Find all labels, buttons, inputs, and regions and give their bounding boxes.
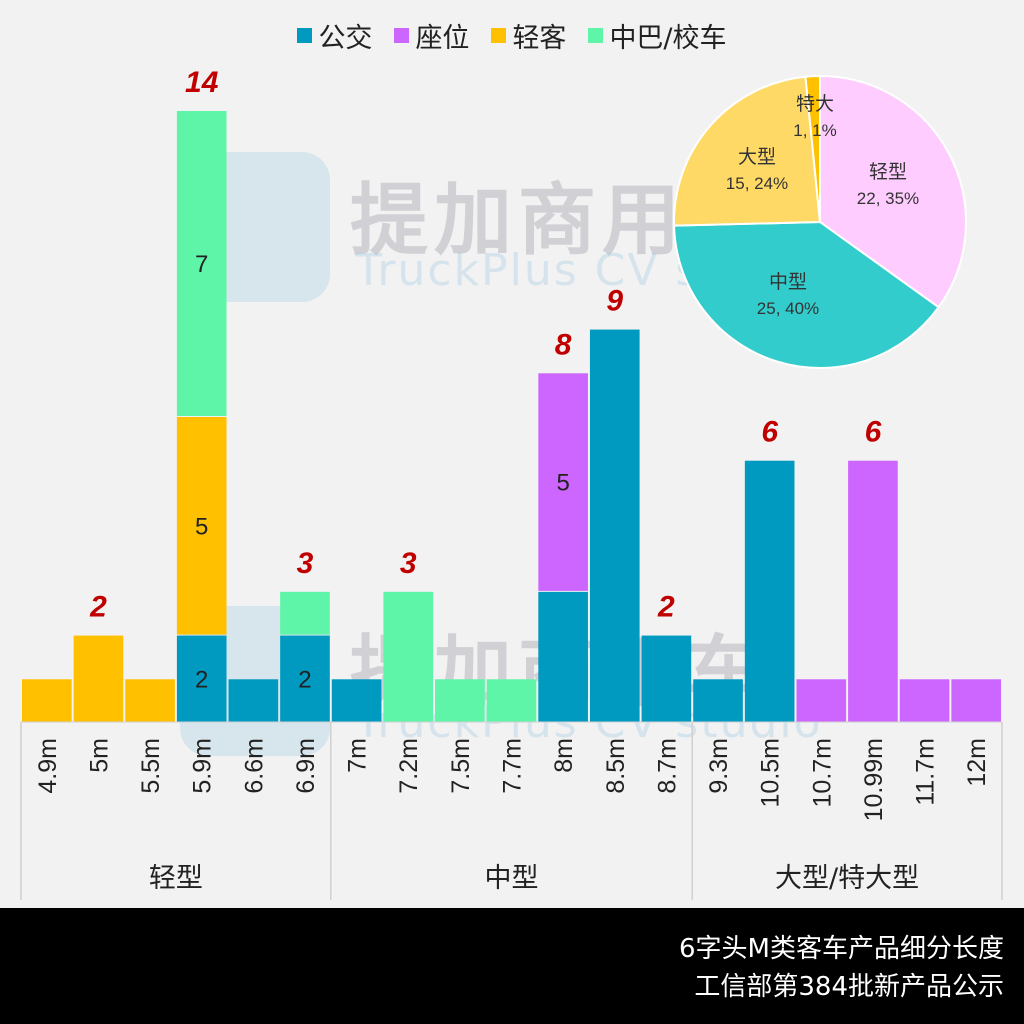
x-tick-label: 11.7m	[912, 738, 940, 806]
legend-swatch	[491, 28, 507, 43]
x-tick-label: 8m	[550, 738, 578, 773]
bar-segment[interactable]	[280, 635, 330, 722]
axis-group-label: 中型	[485, 863, 539, 894]
total-value-label: 2	[89, 591, 107, 624]
bar-segment[interactable]	[486, 679, 537, 722]
bar-segment[interactable]	[538, 591, 588, 722]
legend-swatch	[297, 28, 313, 43]
x-tick-label: 8.7m	[653, 738, 681, 794]
bar-segment[interactable]	[331, 679, 382, 722]
segment-value-label: 2	[195, 666, 208, 693]
pie-slice-label: 中型	[769, 271, 807, 293]
bar-segment[interactable]	[435, 679, 485, 722]
legend-label: 中巴/校车	[609, 23, 727, 54]
bar-segment[interactable]	[176, 111, 227, 416]
x-tick-label: 5m	[85, 738, 113, 773]
x-tick-label: 6.9m	[292, 738, 320, 794]
x-tick-label: 4.9m	[34, 738, 62, 794]
legend: 公交 座位 轻客 中巴/校车	[0, 16, 1024, 55]
bar-segment[interactable]	[538, 373, 588, 591]
bar-segment[interactable]	[796, 679, 847, 722]
total-value-label: 14	[185, 66, 219, 99]
x-tick-label: 10.7m	[808, 738, 836, 807]
segment-value-label: 2	[298, 666, 311, 693]
x-tick-label: 5.5m	[137, 738, 165, 794]
legend-item[interactable]: 公交	[297, 16, 372, 55]
legend-label: 公交	[318, 23, 373, 54]
pie-slice-value: 1, 1%	[793, 121, 836, 140]
axis-group-label: 大型/特大型	[775, 863, 919, 894]
bar-segment[interactable]	[383, 591, 434, 722]
legend-item[interactable]: 轻客	[491, 16, 566, 55]
legend-item[interactable]: 中巴/校车	[588, 16, 727, 55]
x-tick-label: 5.9m	[189, 738, 217, 794]
x-tick-label: 8.5m	[602, 738, 630, 794]
total-value-label: 8	[555, 328, 572, 361]
pie-slice-value: 22, 35%	[857, 189, 919, 208]
bar-segment[interactable]	[744, 460, 795, 722]
segment-value-label: 7	[195, 251, 208, 278]
x-tick-label: 10.5m	[757, 738, 785, 807]
axis-group-label: 轻型	[149, 863, 203, 894]
bar-segment[interactable]	[22, 679, 72, 722]
bar-segment[interactable]	[176, 417, 227, 635]
bar-segment[interactable]	[693, 679, 743, 722]
x-tick-label: 7.7m	[499, 738, 527, 794]
segment-value-label: 5	[195, 513, 208, 540]
pie-slice[interactable]	[673, 75, 822, 227]
x-tick-label: 9.3m	[705, 738, 733, 794]
pie-slice-label: 特大	[796, 93, 834, 115]
pie-slice-label: 轻型	[869, 161, 907, 183]
legend-item[interactable]: 座位	[394, 16, 469, 55]
x-tick-label: 10.99m	[860, 738, 888, 821]
x-tick-label: 12m	[963, 738, 991, 787]
legend-swatch	[588, 28, 604, 43]
chart-subtitle: 工信部第384批新产品公示	[694, 972, 1004, 1002]
chart-title: 6字头M类客车产品细分长度	[679, 934, 1004, 964]
total-value-label: 9	[606, 285, 623, 318]
bar-segment[interactable]	[228, 679, 279, 722]
x-tick-label: 6.6m	[240, 738, 268, 794]
x-tick-label: 7.2m	[395, 738, 423, 794]
legend-label: 轻客	[512, 23, 567, 54]
total-value-label: 2	[657, 591, 675, 624]
bar-segment[interactable]	[125, 679, 175, 722]
total-value-label: 3	[400, 547, 417, 580]
pie-slice[interactable]	[819, 74, 967, 309]
bar-segment[interactable]	[589, 329, 640, 722]
bar-segment[interactable]	[899, 679, 950, 722]
total-value-label: 3	[297, 547, 314, 580]
pie-slice-value: 25, 40%	[757, 299, 819, 318]
bar-segment[interactable]	[73, 635, 124, 722]
legend-swatch	[394, 28, 410, 43]
pie-slice-label: 大型	[738, 146, 776, 168]
legend-label: 座位	[415, 23, 470, 54]
total-value-label: 6	[865, 416, 882, 449]
bar-segment[interactable]	[176, 635, 227, 722]
footer-banner: 6字头M类客车产品细分长度 工信部第384批新产品公示	[0, 908, 1024, 1024]
segment-value-label: 5	[556, 470, 569, 497]
bar-segment[interactable]	[951, 679, 1001, 722]
x-tick-label: 7.5m	[447, 738, 475, 794]
pie-slice-value: 15, 24%	[726, 174, 788, 193]
pie-slice[interactable]	[673, 220, 940, 369]
total-value-label: 6	[761, 416, 778, 449]
bar-segment[interactable]	[848, 460, 898, 722]
x-tick-label: 7m	[344, 738, 372, 773]
pie-slice[interactable]	[804, 74, 821, 223]
bar-segment[interactable]	[641, 635, 692, 722]
bar-segment[interactable]	[280, 591, 330, 635]
